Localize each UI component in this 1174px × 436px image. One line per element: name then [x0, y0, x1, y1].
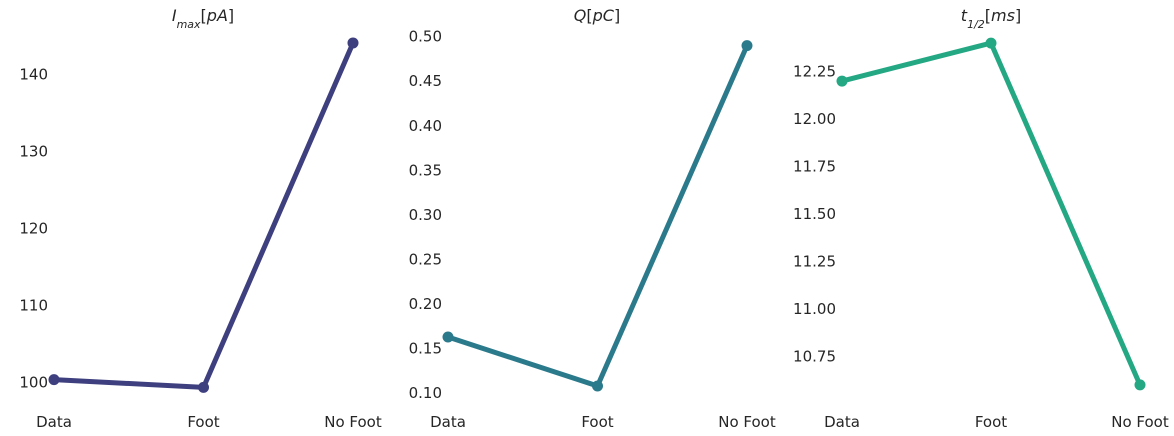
x-tick-label: Data	[430, 413, 466, 431]
y-tick-label: 0.45	[409, 72, 442, 90]
y-tick-label: 11.75	[793, 158, 836, 176]
y-tick-label: 12.25	[793, 63, 836, 81]
series-line	[445, 43, 750, 389]
data-point	[741, 40, 753, 52]
y-tick-label: 0.25	[409, 250, 442, 268]
x-tick-label: Foot	[975, 413, 1007, 431]
y-tick-label: 11.50	[793, 205, 836, 223]
chart-title: t1/2[ms]	[961, 6, 1021, 31]
chart-panel-3: t1/2[ms] 10.75 11.00 11.25 11.50 11.75 12.00 12…	[793, 6, 1169, 431]
y-tick-label: 120	[19, 220, 48, 238]
x-tick-label: Data	[824, 413, 860, 431]
y-tick-label: 130	[19, 143, 48, 161]
x-tick-label: No Foot	[324, 413, 382, 431]
y-tick-label: 11.00	[793, 300, 836, 318]
data-point	[48, 374, 60, 386]
y-tick-label: 0.35	[409, 161, 442, 179]
y-tick-label: 12.00	[793, 110, 836, 128]
x-tick-label: Data	[36, 413, 72, 431]
y-tick-label: 100	[19, 374, 48, 392]
y-tick-label: 10.75	[793, 347, 836, 365]
series-line	[839, 40, 1143, 388]
series-line	[51, 40, 356, 390]
data-point	[442, 331, 454, 343]
y-tick-label: 0.10	[409, 384, 442, 402]
x-tick-label: Foot	[581, 413, 613, 431]
x-tick-label: Foot	[187, 413, 219, 431]
x-tick-label: No Foot	[718, 413, 776, 431]
chart-title: Imax[pA]	[172, 6, 234, 31]
x-tick-label: No Foot	[1111, 413, 1169, 431]
y-tick-label: 110	[19, 297, 48, 315]
chart-panel-2: Q[pC] 0.10 0.15 0.20 0.25 0.30 0.35 0.40 0.45 0.5…	[409, 6, 776, 431]
y-tick-label: 0.30	[409, 206, 442, 224]
chart-title: Q[pC]	[574, 6, 620, 25]
y-tick-label: 0.20	[409, 295, 442, 313]
data-point	[985, 37, 997, 49]
data-point	[592, 380, 603, 392]
data-point	[198, 381, 209, 393]
data-point	[836, 75, 848, 87]
y-tick-label: 0.40	[409, 117, 442, 135]
y-tick-label: 140	[19, 66, 48, 84]
y-tick-label: 0.15	[409, 340, 442, 358]
y-tick-label: 11.25	[793, 252, 836, 270]
chart-panel-1: Imax[pA] 100 110 120 130 140 Data Foot No Foot	[19, 6, 382, 431]
data-point	[1134, 379, 1146, 391]
data-point	[347, 37, 359, 49]
y-tick-label: 0.50	[409, 28, 442, 46]
